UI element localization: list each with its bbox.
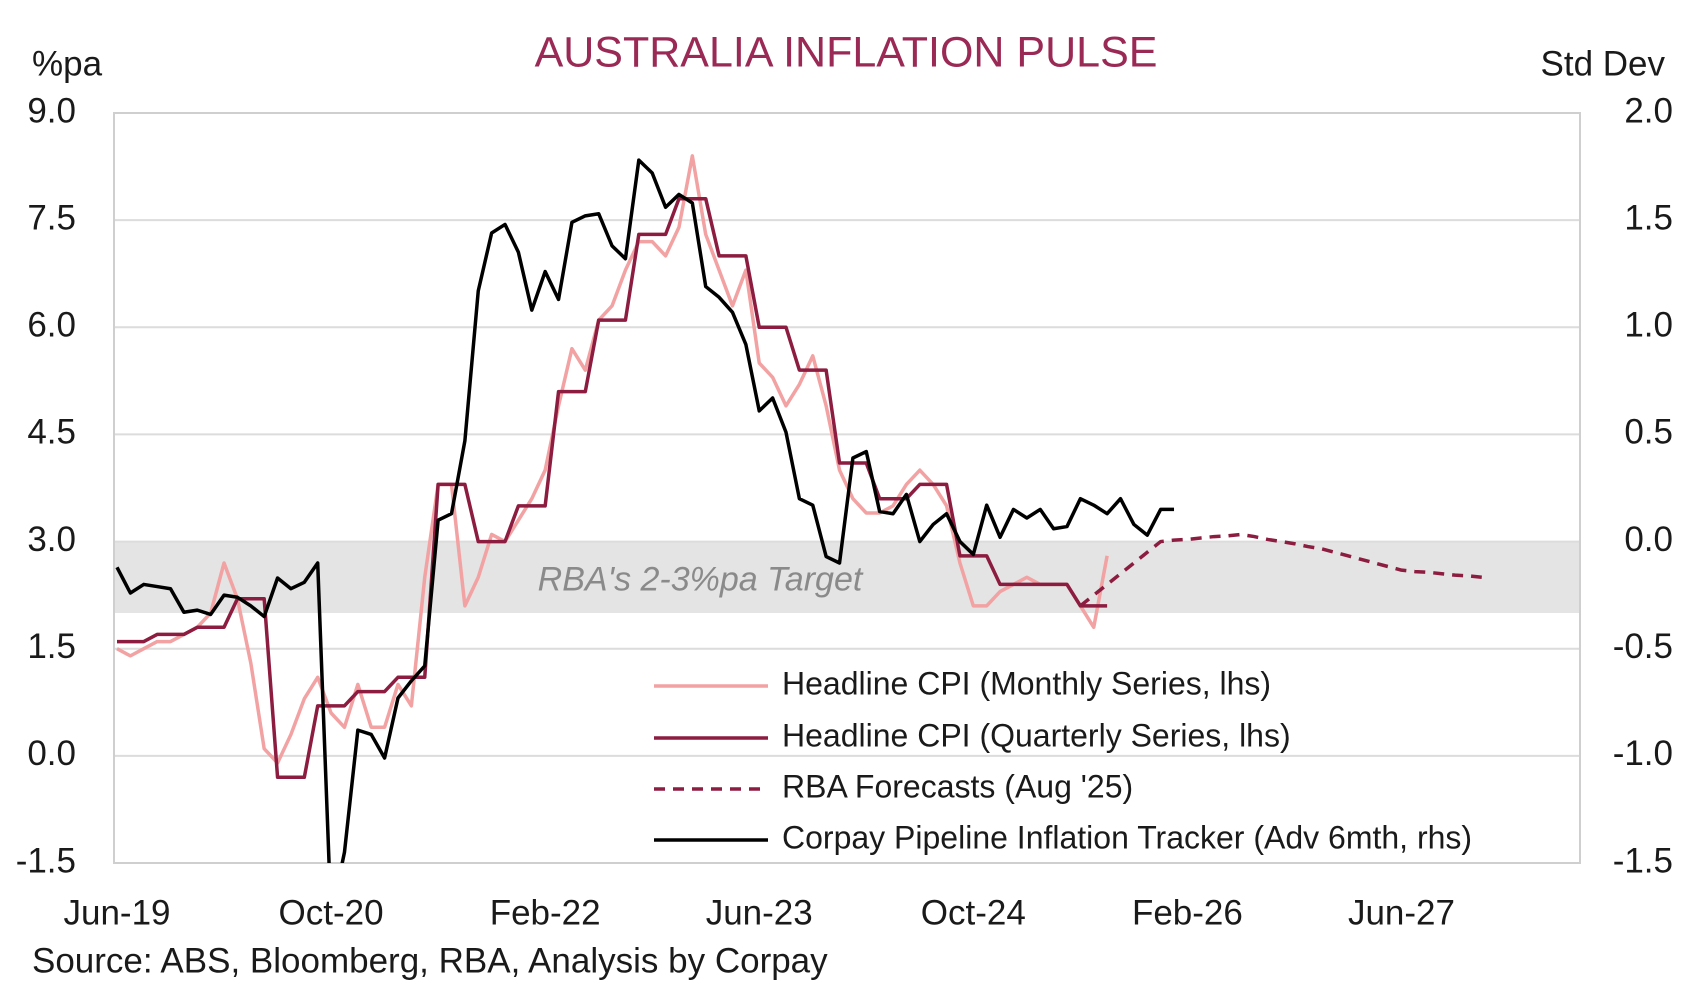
x-tick-label: Oct-20 [279, 893, 384, 932]
series-line [115, 158, 1175, 863]
x-tick-label: Feb-22 [490, 893, 601, 932]
y-tick-label: 1.5 [27, 627, 76, 666]
band-label: RBA's 2-3%pa Target [538, 560, 864, 598]
y-tick-label: 7.5 [27, 198, 76, 237]
y2-tick-label: 0.0 [1624, 520, 1673, 559]
y2-axis-label: Std Dev [1541, 44, 1666, 83]
y-tick-label: 3.0 [27, 520, 76, 559]
y-tick-label: 4.5 [27, 413, 76, 452]
x-tick-label: Jun-27 [1348, 893, 1455, 932]
target-band [114, 541, 1580, 613]
x-tick-label: Feb-26 [1132, 893, 1243, 932]
y-tick-label: 6.0 [27, 306, 76, 345]
legend-label: Corpay Pipeline Inflation Tracker (Adv 6… [782, 819, 1472, 855]
legend-label: Headline CPI (Quarterly Series, lhs) [782, 717, 1291, 753]
x-tick-label: Jun-23 [706, 893, 813, 932]
legend-label: Headline CPI (Monthly Series, lhs) [782, 665, 1271, 701]
plot-border [113, 112, 1581, 864]
series-group [115, 154, 1482, 863]
y-tick-label: 9.0 [27, 91, 76, 130]
x-tick-label: Jun-19 [63, 893, 170, 932]
series-line [116, 154, 1109, 765]
source-note: Source: ABS, Bloomberg, RBA, Analysis by… [32, 941, 828, 980]
series-line [117, 196, 1108, 780]
y-axis-label: %pa [32, 44, 103, 83]
y2-tick-label: 1.0 [1624, 306, 1673, 345]
y2-tick-label: -0.5 [1613, 627, 1673, 666]
y2-tick-label: 1.5 [1624, 198, 1673, 237]
y2-tick-label: -1.5 [1613, 841, 1673, 880]
y-tick-label: -1.5 [16, 841, 76, 880]
y2-tick-label: -1.0 [1613, 734, 1673, 773]
y-tick-label: 0.0 [27, 734, 76, 773]
y2-tick-label: 0.5 [1624, 413, 1673, 452]
x-tick-label: Oct-24 [921, 893, 1026, 932]
chart-title: AUSTRALIA INFLATION PULSE [535, 28, 1158, 76]
legend-label: RBA Forecasts (Aug '25) [782, 768, 1133, 804]
y2-tick-label: 2.0 [1624, 91, 1673, 130]
series-line [1079, 532, 1482, 608]
